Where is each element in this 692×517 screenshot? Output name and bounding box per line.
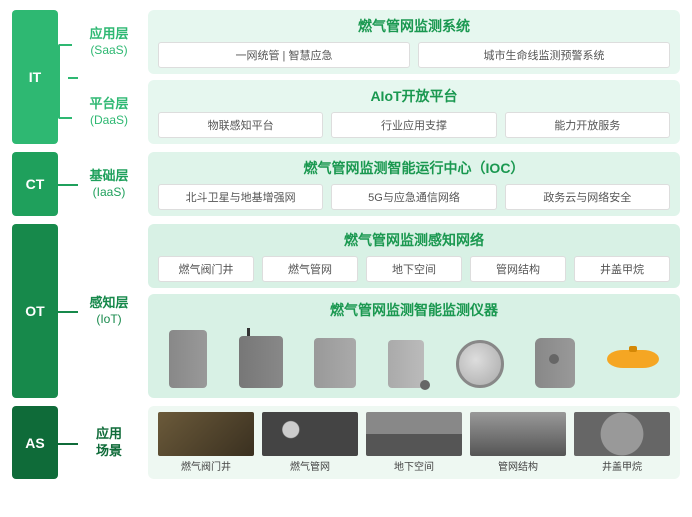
scene-item: 燃气阀门井 <box>158 412 254 473</box>
box-item: 燃气管网 <box>262 256 358 282</box>
connector <box>58 224 78 398</box>
saas-title: 燃气管网监测系统 <box>158 16 670 36</box>
box-item: 能力开放服务 <box>505 112 670 138</box>
it-section: IT 应用层(SaaS) 燃气管网监测系统 一网统管 | 智慧应急 城市生命线监… <box>12 10 680 144</box>
scene-item: 燃气管网 <box>262 412 358 473</box>
infra-layer-label: 基础层(IaaS) <box>78 152 140 216</box>
device-icon <box>388 340 424 388</box>
box-item: 北斗卫星与地基增强网 <box>158 184 323 210</box>
device-icon <box>169 330 207 388</box>
box-item: 地下空间 <box>366 256 462 282</box>
as-pillar: AS <box>12 406 58 479</box>
ot-pillar: OT <box>12 224 58 398</box>
box-item: 井盖甲烷 <box>574 256 670 282</box>
box-item: 5G与应急通信网络 <box>331 184 496 210</box>
device-icon <box>535 338 575 388</box>
box-item: 燃气阀门井 <box>158 256 254 282</box>
sense-layer-label: 感知层(IoT) <box>78 224 140 398</box>
scenario-panel: 燃气阀门井 燃气管网 地下空间 管网结构 井盖甲烷 <box>148 406 680 479</box>
scenario-label: 应用场景 <box>78 406 140 479</box>
sense-net-title: 燃气管网监测感知网络 <box>158 230 670 250</box>
box-item: 城市生命线监测预警系统 <box>418 42 670 68</box>
connector <box>58 406 78 479</box>
app-layer-label: 应用层(SaaS) <box>78 10 140 74</box>
it-pillar: IT <box>12 10 58 144</box>
scene-image <box>158 412 254 456</box>
scene-image <box>574 412 670 456</box>
device-title: 燃气管网监测智能监测仪器 <box>158 300 670 320</box>
ct-pillar: CT <box>12 152 58 216</box>
box-item: 管网结构 <box>470 256 566 282</box>
daas-title: AIoT开放平台 <box>158 86 670 106</box>
connector <box>58 152 78 216</box>
scene-image <box>262 412 358 456</box>
platform-layer-label: 平台层(DaaS) <box>78 80 140 144</box>
box-item: 物联感知平台 <box>158 112 323 138</box>
ot-section: OT 感知层(IoT) 燃气管网监测感知网络 燃气阀门井 燃气管网 地下空间 管… <box>12 224 680 398</box>
box-item: 政务云与网络安全 <box>505 184 670 210</box>
daas-panel: AIoT开放平台 物联感知平台 行业应用支撑 能力开放服务 <box>148 80 680 144</box>
saas-panel: 燃气管网监测系统 一网统管 | 智慧应急 城市生命线监测预警系统 <box>148 10 680 74</box>
device-icon <box>239 336 283 388</box>
scene-image <box>366 412 462 456</box>
scene-item: 井盖甲烷 <box>574 412 670 473</box>
scene-image <box>470 412 566 456</box>
device-icon <box>607 350 659 368</box>
device-icon <box>314 338 356 388</box>
sense-net-panel: 燃气管网监测感知网络 燃气阀门井 燃气管网 地下空间 管网结构 井盖甲烷 <box>148 224 680 288</box>
connector <box>58 10 78 144</box>
iaas-panel: 燃气管网监测智能运行中心（IOC） 北斗卫星与地基增强网 5G与应急通信网络 政… <box>148 152 680 216</box>
scene-item: 管网结构 <box>470 412 566 473</box>
box-item: 行业应用支撑 <box>331 112 496 138</box>
iaas-title: 燃气管网监测智能运行中心（IOC） <box>158 158 670 178</box>
ct-section: CT 基础层(IaaS) 燃气管网监测智能运行中心（IOC） 北斗卫星与地基增强… <box>12 152 680 216</box>
scene-item: 地下空间 <box>366 412 462 473</box>
device-panel: 燃气管网监测智能监测仪器 <box>148 294 680 398</box>
device-icon <box>456 340 504 388</box>
box-item: 一网统管 | 智慧应急 <box>158 42 410 68</box>
as-section: AS 应用场景 燃气阀门井 燃气管网 地下空间 管网结构 井盖甲烷 <box>12 406 680 479</box>
